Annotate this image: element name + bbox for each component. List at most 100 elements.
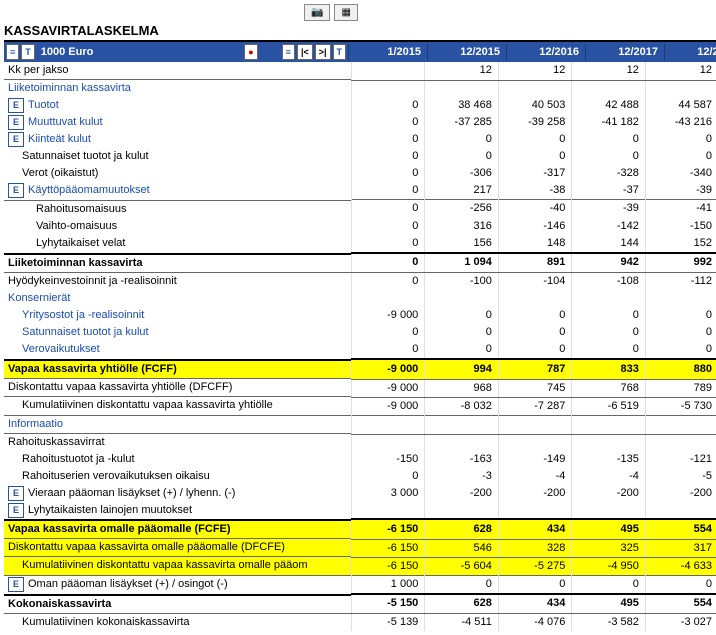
cell-value: [351, 415, 425, 434]
table-row: EVieraan pääoman lisäykset (+) / lyhenn.…: [4, 485, 716, 502]
table-row: Konsernierät: [4, 290, 716, 307]
table-row: EOman pääoman lisäykset (+) / osingot (-…: [4, 575, 716, 594]
table-row: Yritysostot ja -realisoinnit-9 0000000: [4, 307, 716, 324]
cell-value: -121: [645, 451, 716, 468]
cell-value: [572, 80, 646, 97]
row-label-text: Konsernierät: [8, 290, 70, 307]
cell-value: 0: [572, 341, 646, 359]
cell-value: -340: [645, 165, 716, 182]
row-label: Kk per jakso: [4, 62, 351, 80]
row-label-text: Kk per jakso: [8, 62, 69, 79]
cell-value: 317: [645, 539, 716, 557]
row-label: Satunnaiset tuotot ja kulut: [4, 148, 351, 165]
table-row: Rahoitusomaisuus0-256-40-39-41: [4, 200, 716, 218]
row-label: Liiketoiminnan kassavirta: [4, 80, 351, 97]
cell-value: [351, 502, 425, 519]
cell-value: -9 000: [351, 359, 425, 379]
row-label-text: Rahoitusomaisuus: [36, 201, 127, 218]
row-label: EKäyttöpääomamuutokset: [4, 182, 351, 199]
table-row: Kumulatiivinen diskontattu vapaa kassavi…: [4, 557, 716, 575]
cell-value: 0: [645, 148, 716, 165]
cell-value: -41: [645, 200, 716, 218]
cell-value: -6 150: [351, 557, 425, 575]
table-row: Kokonaiskassavirta-5 150628434495554: [4, 594, 716, 614]
cell-value: [645, 502, 716, 519]
table-row: Verovaikutukset00000: [4, 341, 716, 359]
row-label: Hyödykeinvestoinnit ja -realisoinnit: [4, 273, 351, 290]
row-label-text: Diskontattu vapaa kassavirta omalle pääo…: [8, 539, 285, 556]
row-label: EOman pääoman lisäykset (+) / osingot (-…: [4, 575, 351, 593]
cell-value: 0: [351, 218, 425, 235]
row-label: Liiketoiminnan kassavirta: [4, 253, 351, 273]
row-label-text: Verovaikutukset: [22, 341, 100, 358]
t2-button[interactable]: T: [333, 44, 347, 60]
table-row: EKäyttöpääomamuutokset0217-38-37-39: [4, 182, 716, 200]
expand-icon[interactable]: E: [8, 132, 24, 147]
table-row: ELyhytaikaisten lainojen muutokset: [4, 502, 716, 519]
period-header: 1/2015: [348, 44, 427, 61]
cell-value: 0: [351, 235, 425, 253]
cell-value: 325: [572, 539, 646, 557]
cell-value: 0: [498, 131, 572, 148]
bars-icon[interactable]: ≡: [6, 44, 19, 60]
cell-value: -6 150: [351, 539, 425, 557]
cell-value: 0: [425, 324, 499, 341]
cell-value: 745: [498, 379, 572, 397]
table-row: EKiinteät kulut00000: [4, 131, 716, 148]
cell-value: [498, 502, 572, 519]
cell-value: -150: [645, 218, 716, 235]
cell-value: 434: [498, 519, 572, 539]
cell-value: [351, 80, 425, 97]
cell-value: 0: [645, 341, 716, 359]
expand-icon[interactable]: E: [8, 486, 24, 501]
expand-icon[interactable]: E: [8, 577, 24, 592]
table-row: Liiketoiminnan kassavirta01 094891942992: [4, 253, 716, 273]
rec-icon[interactable]: ●: [244, 44, 257, 60]
cell-value: [425, 434, 499, 451]
grid-icon[interactable]: ▦: [334, 4, 357, 21]
cell-value: -37: [572, 182, 646, 200]
t-button[interactable]: T: [21, 44, 35, 60]
cell-value: [351, 434, 425, 451]
row-label: Konsernierät: [4, 290, 351, 307]
cell-value: 0: [498, 341, 572, 359]
row-label: EVieraan pääoman lisäykset (+) / lyhenn.…: [4, 485, 351, 502]
row-label-text: Kiinteät kulut: [28, 131, 91, 148]
cell-value: -7 287: [498, 397, 572, 415]
cell-value: -4 076: [498, 614, 572, 632]
cell-value: 0: [351, 148, 425, 165]
row-label-text: Liiketoiminnan kassavirta: [8, 80, 131, 97]
bars2-icon[interactable]: ≡: [282, 44, 295, 60]
row-label: Verovaikutukset: [4, 341, 351, 358]
cell-value: 12: [645, 62, 716, 80]
cell-value: 316: [425, 218, 499, 235]
row-label: ETuotot: [4, 97, 351, 114]
period-header: 12/2017: [585, 44, 664, 61]
first-icon[interactable]: |<: [297, 44, 313, 60]
cell-value: 554: [645, 519, 716, 539]
header-row: ≡ T 1000 Euro ● ≡ |< >| T 1/201512/20151…: [4, 42, 716, 62]
cell-value: -104: [498, 273, 572, 291]
row-label: Diskontattu vapaa kassavirta omalle pääo…: [4, 539, 351, 557]
table-row: Vapaa kassavirta omalle pääomalle (FCFE)…: [4, 519, 716, 539]
expand-icon[interactable]: E: [8, 503, 24, 518]
table-row: Satunnaiset tuotot ja kulut00000: [4, 324, 716, 341]
row-label-text: Muuttuvat kulut: [28, 114, 103, 131]
expand-icon[interactable]: E: [8, 98, 24, 113]
cell-value: 880: [645, 359, 716, 379]
last-icon[interactable]: >|: [315, 44, 331, 60]
cell-value: 40 503: [498, 97, 572, 114]
cell-value: 768: [572, 379, 646, 397]
cell-value: -135: [572, 451, 646, 468]
cell-value: [498, 80, 572, 97]
cell-value: [645, 434, 716, 451]
camera-icon[interactable]: 📷: [304, 4, 330, 21]
cell-value: -100: [425, 273, 499, 291]
cell-value: 0: [351, 131, 425, 148]
cell-value: 12: [498, 62, 572, 80]
cell-value: [425, 502, 499, 519]
expand-icon[interactable]: E: [8, 183, 24, 198]
table-row: Kumulatiivinen diskontattu vapaa kassavi…: [4, 397, 716, 415]
expand-icon[interactable]: E: [8, 115, 24, 130]
cell-value: -108: [572, 273, 646, 291]
